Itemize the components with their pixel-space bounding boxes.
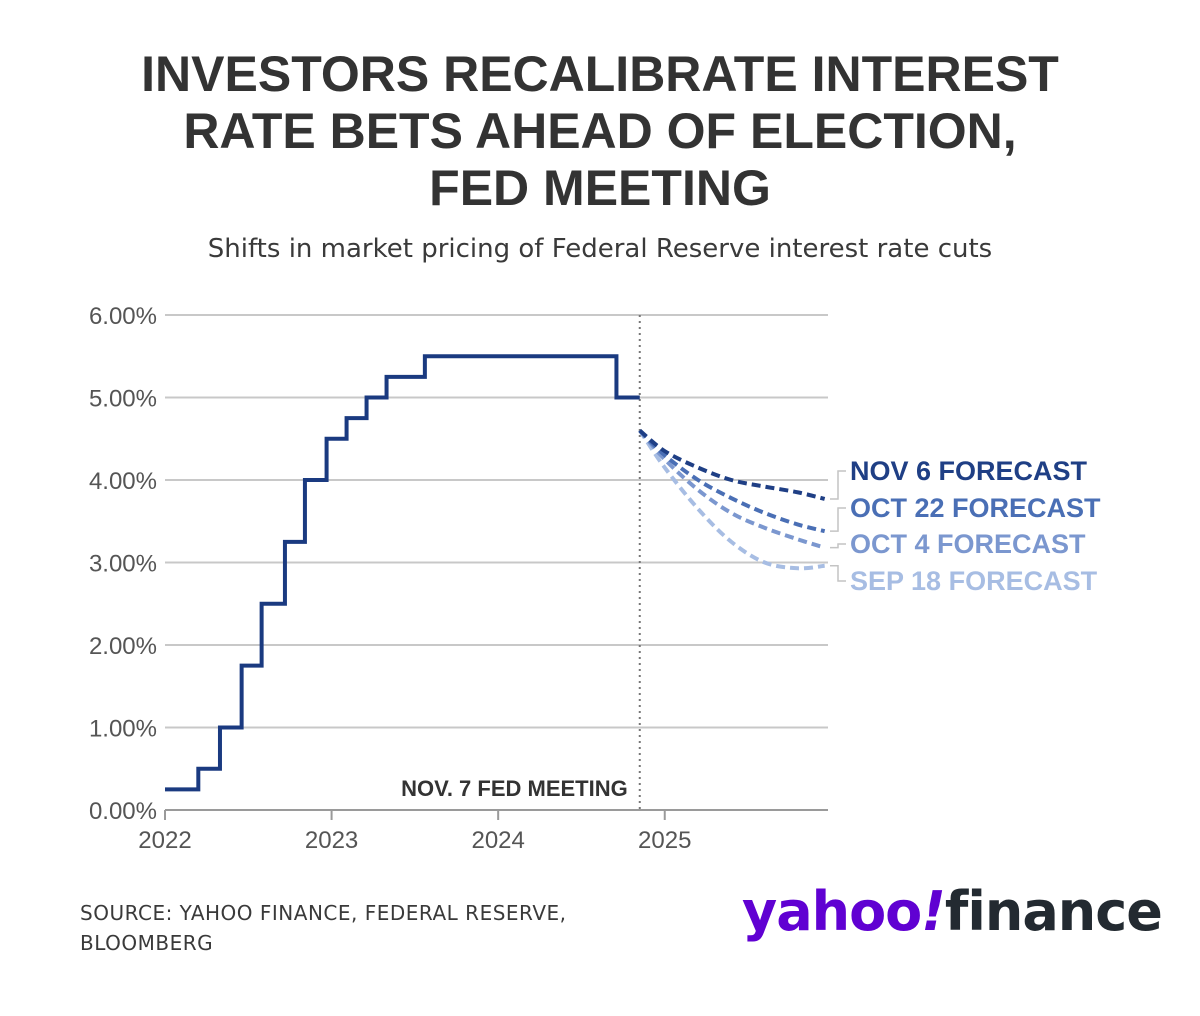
source-line-2: BLOOMBERG (80, 931, 214, 955)
y-tick-label: 6.00% (89, 303, 157, 330)
series-label-connector (830, 543, 846, 549)
series-label-connector (830, 507, 846, 532)
rate-chart: 0.00% 1.00% 2.00% 3.00% 4.00% 5.00% 6.00% 2022 2… (89, 303, 1101, 854)
title-line-2: RATE BETS AHEAD OF ELECTION, (183, 103, 1017, 159)
axes: 0.00% 1.00% 2.00% 3.00% 4.00% 5.00% 6.00% 2022 2… (89, 303, 692, 854)
y-tick-label: 5.00% (89, 386, 157, 413)
x-tick-label: 2024 (471, 827, 524, 854)
y-tick-label: 1.00% (89, 716, 157, 743)
y-tick-label: 0.00% (89, 798, 157, 825)
series-line-oct22 (638, 429, 826, 534)
x-tick-label: 2025 (638, 827, 691, 854)
title-line-1: INVESTORS RECALIBRATE INTEREST (141, 46, 1059, 102)
logo-yahoo: yahoo (742, 880, 922, 943)
x-tick-label: 2023 (305, 827, 358, 854)
series-labels: NOV 6 FORECAST OCT 22 FORECAST OCT 4 FOREC… (830, 456, 1101, 596)
series-label-oct4: OCT 4 FORECAST (850, 529, 1086, 559)
x-tick-label: 2022 (138, 827, 191, 854)
y-tick-label: 3.00% (89, 551, 157, 578)
title-line-3: FED MEETING (429, 160, 771, 216)
chart-subtitle: Shifts in market pricing of Federal Rese… (207, 234, 993, 264)
series-label-nov6: NOV 6 FORECAST (850, 456, 1088, 486)
series-line-actual (165, 354, 640, 792)
series-label-connector (830, 565, 846, 582)
fed-meeting-annotation: NOV. 7 FED MEETING (401, 776, 628, 801)
series-label-connector (830, 470, 846, 500)
logo-finance: finance (944, 880, 1163, 943)
source-note: SOURCE: YAHOO FINANCE, FEDERAL RESERVE, … (80, 898, 680, 958)
series-label-sep18: SEP 18 FORECAST (850, 566, 1098, 596)
source-line-1: SOURCE: YAHOO FINANCE, FEDERAL RESERVE, (80, 901, 567, 925)
logo-bang: ! (921, 880, 946, 943)
yahoo-finance-logo: yahoo!finance (742, 880, 1163, 960)
chart-title: INVESTORS RECALIBRATE INTEREST RATE BETS… (0, 46, 1200, 217)
y-tick-label: 4.00% (89, 468, 157, 495)
series-label-oct22: OCT 22 FORECAST (850, 493, 1101, 523)
series-line-nov6 (638, 428, 826, 501)
series-lines (165, 354, 826, 792)
series-line-sep18 (638, 429, 825, 571)
gridlines (165, 314, 828, 811)
series-line-oct4 (638, 429, 826, 550)
y-tick-label: 2.00% (89, 633, 157, 660)
